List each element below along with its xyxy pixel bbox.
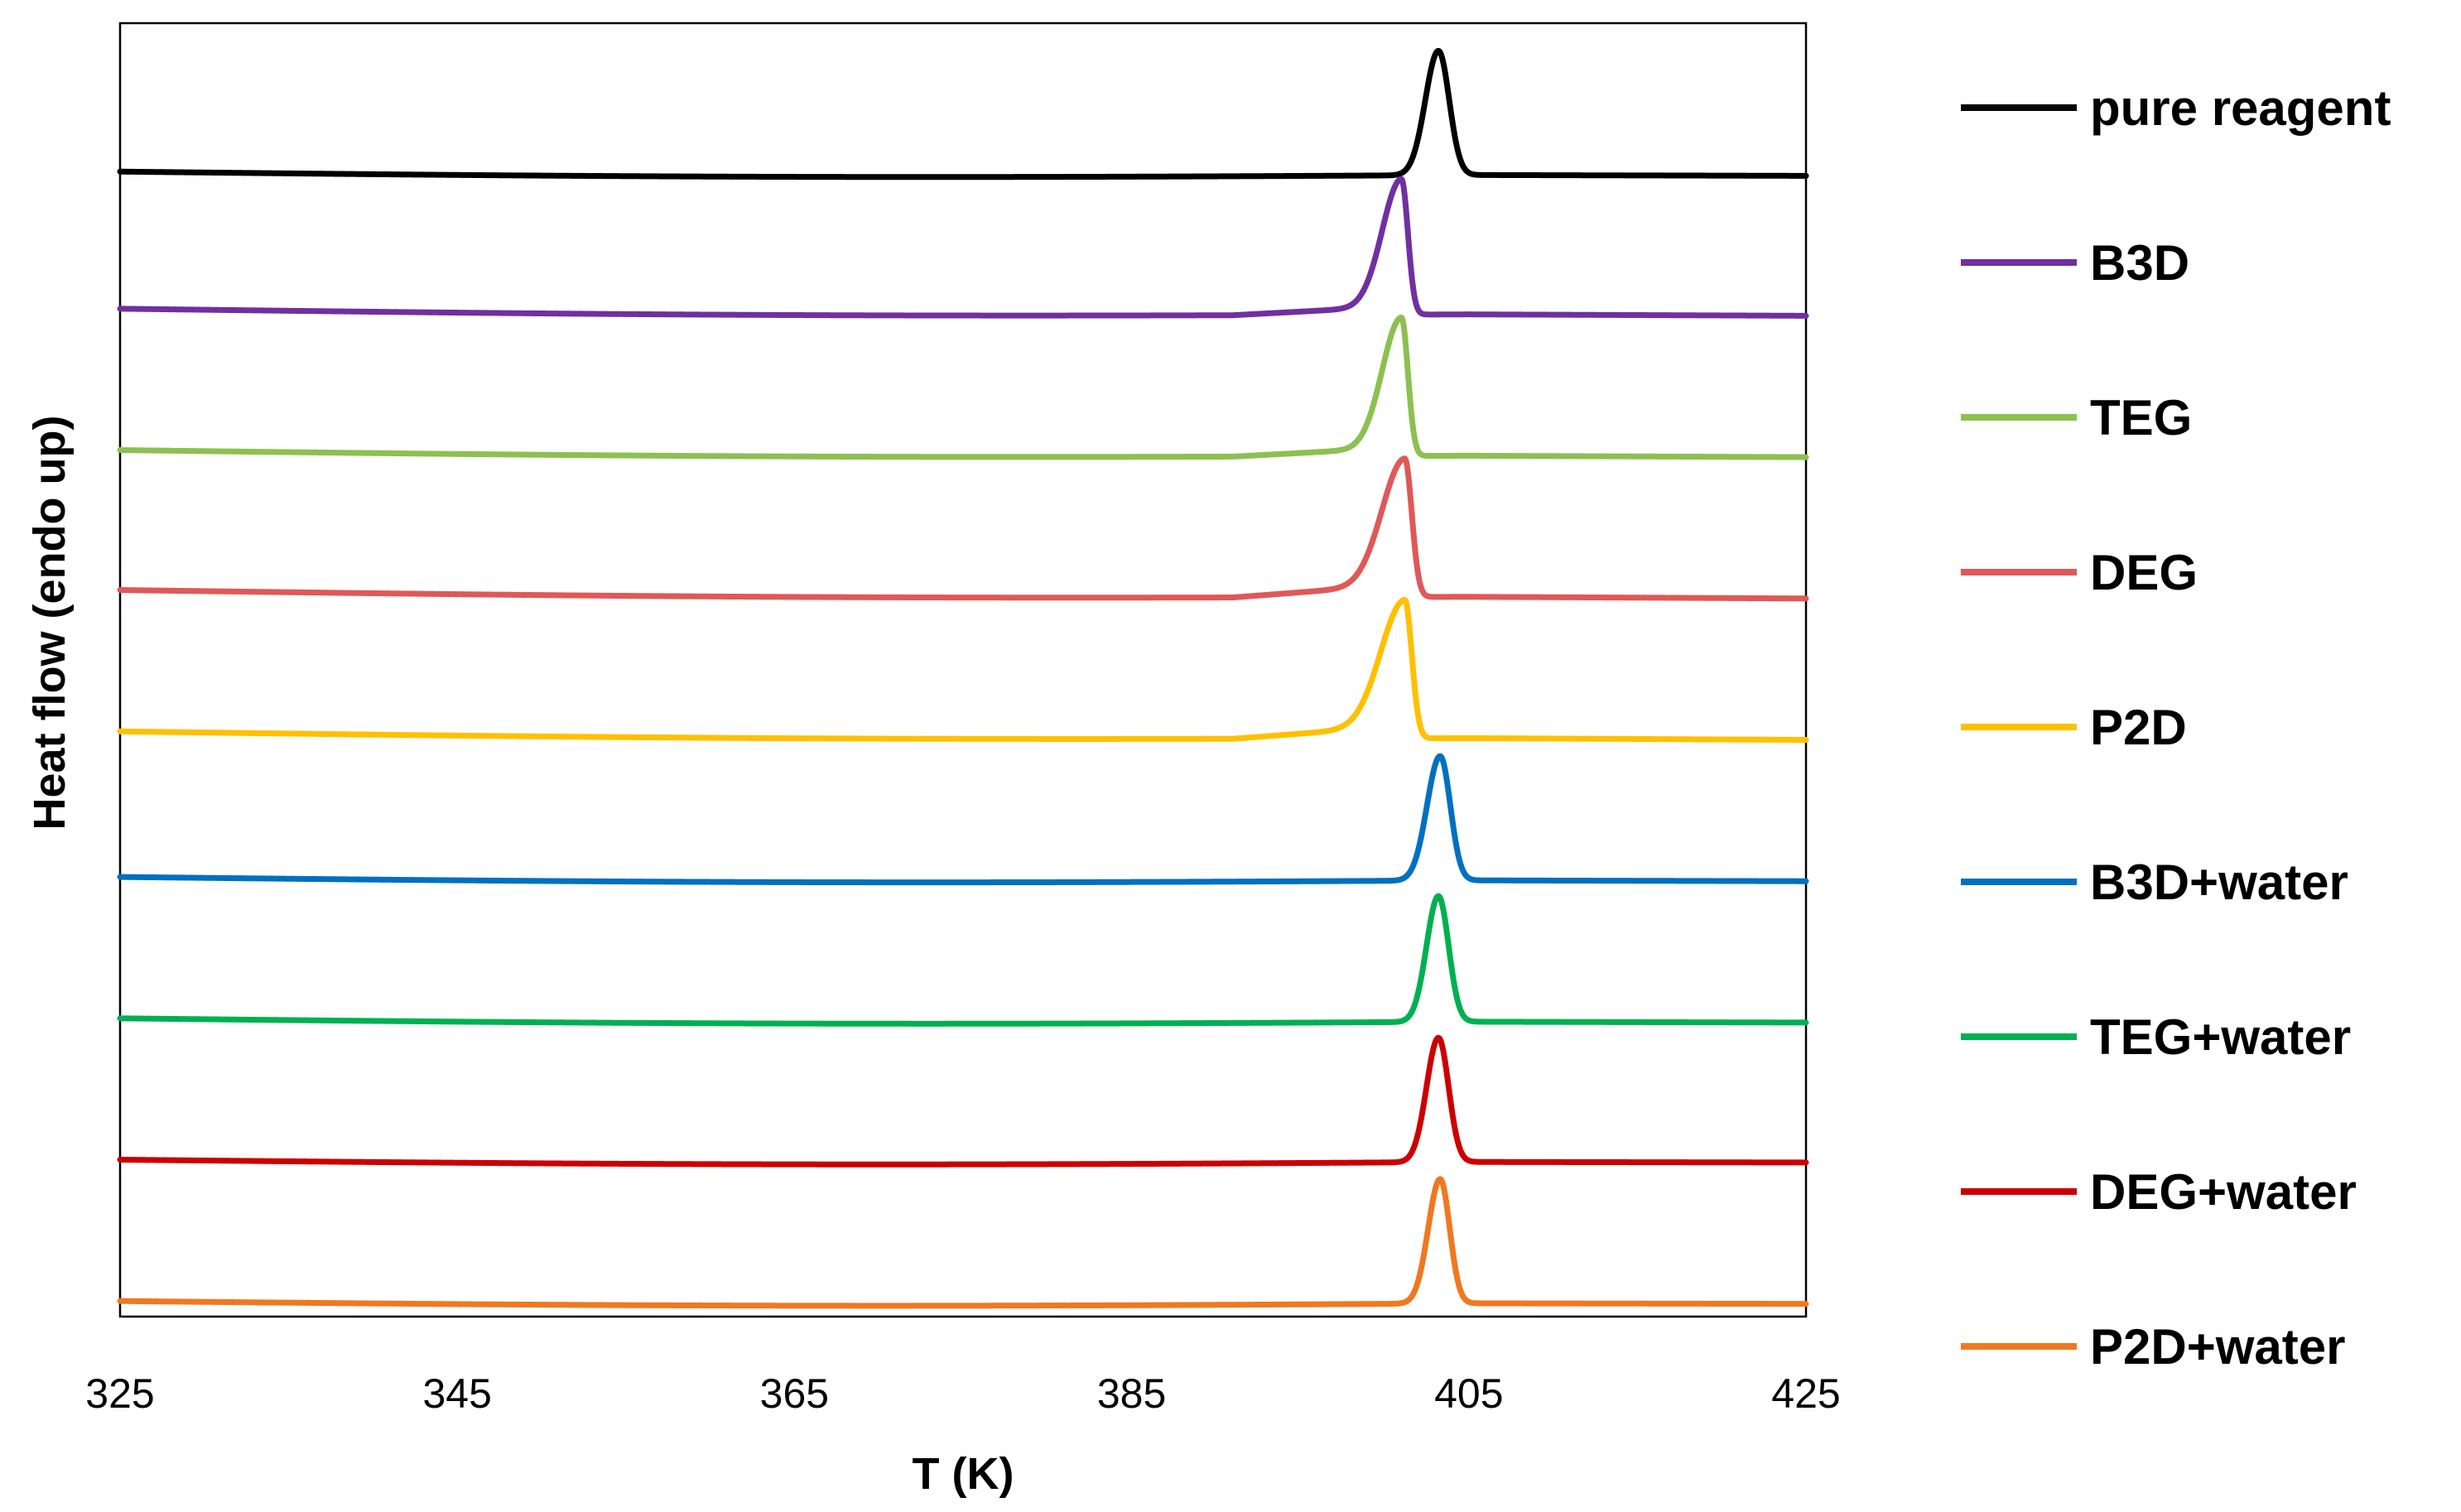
series-layer — [117, 47, 1809, 1309]
series-line-teg-water — [117, 893, 1809, 1027]
x-tick-label: 425 — [1771, 1370, 1840, 1417]
x-tick-label: 325 — [85, 1370, 154, 1417]
plot-area-frame — [118, 22, 1808, 1318]
legend-label-teg-water: TEG+water — [2090, 1009, 2351, 1065]
x-tick-label: 385 — [1097, 1370, 1166, 1417]
x-tick-label: 365 — [760, 1370, 829, 1417]
series-line-b3d — [117, 176, 1809, 319]
legend-label-deg: DEG — [2090, 545, 2198, 600]
x-axis-ticks: 325 345 365 385 405 425 — [85, 1370, 1840, 1417]
x-tick-label: 345 — [422, 1370, 491, 1417]
series-line-p2d — [117, 596, 1809, 743]
legend: pure reagent B3D TEG DEG P2D B3D+water TEG+wat… — [1961, 80, 2391, 1375]
legend-label-pure-reagent: pure reagent — [2090, 80, 2391, 136]
series-line-pure-reagent — [117, 47, 1809, 181]
y-axis-title: Heat flow (endo up) — [25, 416, 75, 831]
legend-label-teg: TEG — [2090, 390, 2192, 445]
legend-label-deg-water: DEG+water — [2090, 1164, 2357, 1220]
series-line-p2d-water — [117, 1176, 1809, 1309]
series-line-teg — [117, 314, 1809, 460]
legend-label-b3d-water: B3D+water — [2090, 855, 2348, 910]
legend-label-p2d: P2D — [2090, 700, 2187, 755]
x-tick-label: 405 — [1434, 1370, 1503, 1417]
series-line-b3d-water — [117, 753, 1809, 886]
legend-label-p2d-water: P2D+water — [2090, 1319, 2346, 1375]
legend-label-b3d: B3D — [2090, 235, 2189, 291]
series-line-deg-water — [117, 1034, 1809, 1168]
x-axis-title: T (K) — [913, 1449, 1014, 1499]
series-line-deg — [117, 455, 1809, 602]
